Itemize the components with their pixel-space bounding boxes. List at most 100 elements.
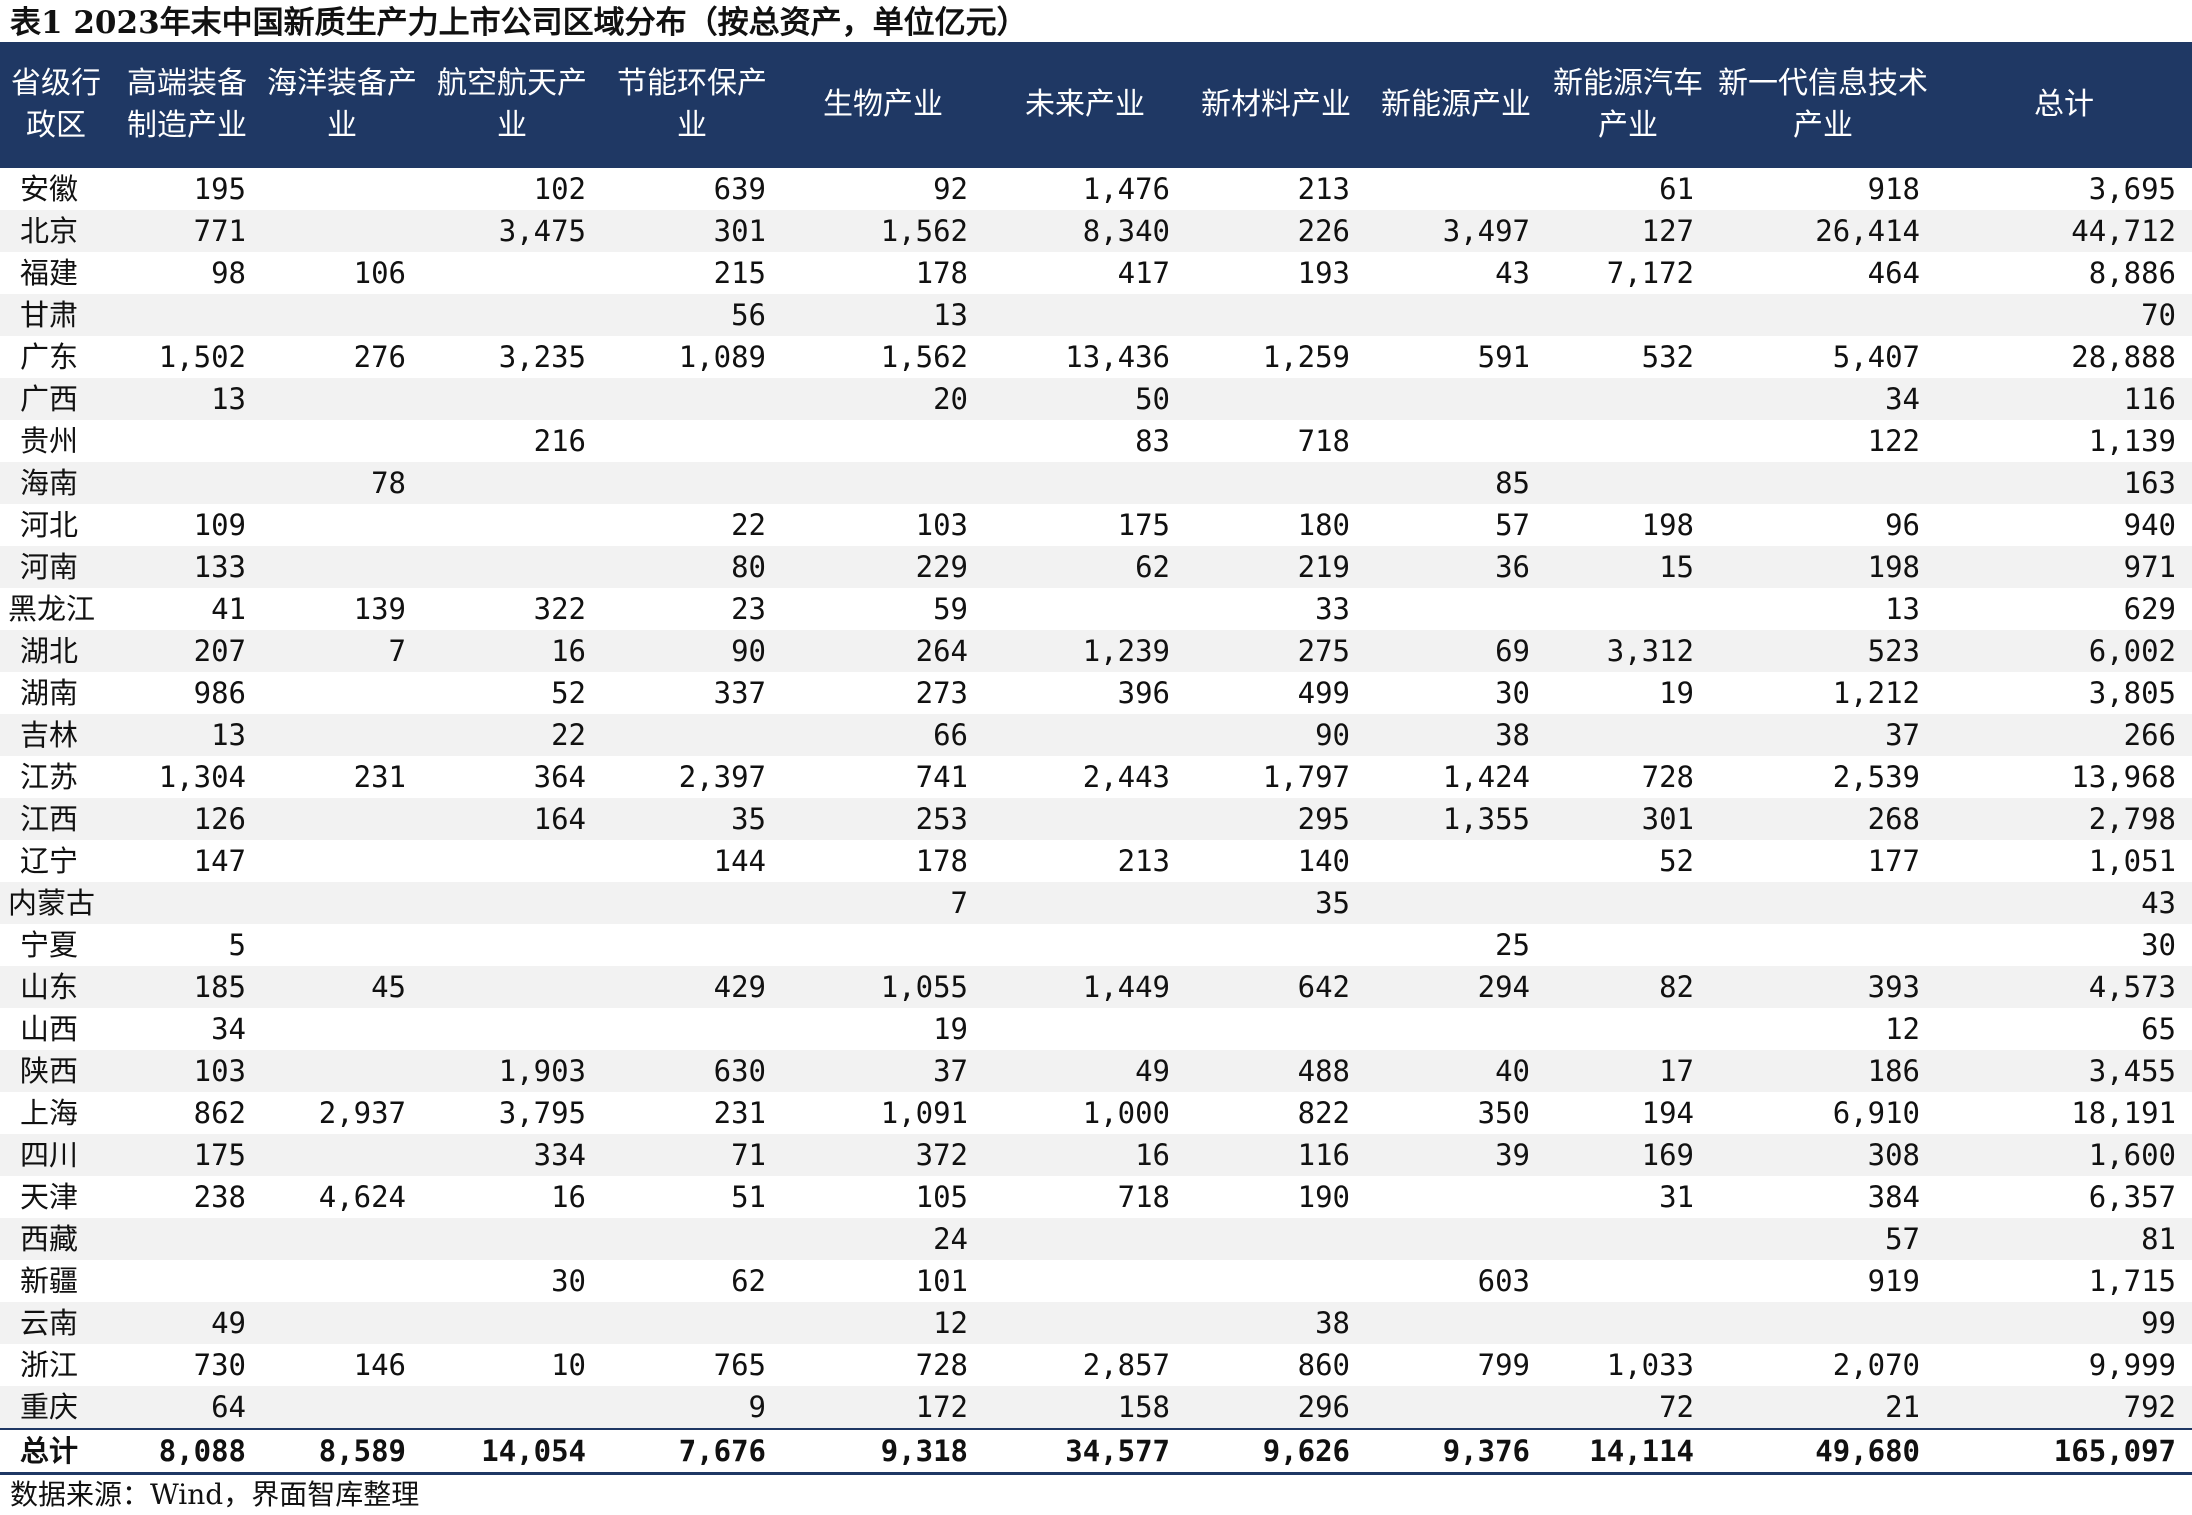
value-cell — [1366, 1218, 1546, 1260]
value-cell: 13 — [933, 298, 968, 332]
table-row: 河南 133 80 229 62 219 36 15 198 971 — [0, 546, 2192, 588]
value-cell — [262, 1218, 422, 1260]
table-row: 贵州 216 83 718 122 1,139 — [0, 420, 2192, 462]
value-cell: 198 — [1641, 508, 1694, 542]
value-cell: 1,304 — [158, 760, 246, 794]
value-cell: 116 — [1297, 1138, 1350, 1172]
value-cell: 730 — [193, 1348, 246, 1382]
value-cell — [602, 924, 782, 966]
value-cell — [112, 294, 262, 336]
value-cell: 2,857 — [1082, 1348, 1170, 1382]
value-cell: 986 — [193, 676, 246, 710]
column-header: 新能源产业 — [1366, 42, 1546, 168]
value-cell: 301 — [713, 214, 766, 248]
value-cell: 96 — [1885, 508, 1920, 542]
column-header: 总计 — [1936, 42, 2192, 168]
value-cell: 30 — [1495, 676, 1530, 710]
value-cell: 1,715 — [2088, 1264, 2176, 1298]
value-cell: 6,910 — [1832, 1096, 1920, 1130]
table-row: 宁夏 5 25 30 — [0, 924, 2192, 966]
value-cell: 372 — [915, 1138, 968, 1172]
value-cell: 139 — [353, 592, 406, 626]
value-cell: 1,089 — [678, 340, 766, 374]
value-cell: 90 — [731, 634, 766, 668]
value-cell: 90 — [1315, 718, 1350, 752]
value-cell — [422, 882, 602, 924]
value-cell: 30 — [551, 1264, 586, 1298]
value-cell: 22 — [551, 718, 586, 752]
value-cell: 22 — [731, 508, 766, 542]
value-cell: 103 — [915, 508, 968, 542]
value-cell — [984, 1302, 1186, 1344]
column-header: 海洋装备产业 — [262, 42, 422, 168]
value-cell: 175 — [1117, 508, 1170, 542]
table-body: 安徽 195 102 639 92 1,476 213 61 918 3,695 北京 771 3,47… — [0, 168, 2192, 1474]
column-header: 新能源汽车产业 — [1546, 42, 1710, 168]
value-cell — [262, 1386, 422, 1429]
value-cell: 294 — [1477, 970, 1530, 1004]
value-cell: 792 — [2123, 1390, 2176, 1424]
value-cell — [262, 882, 422, 924]
value-cell — [422, 378, 602, 420]
value-cell: 164 — [533, 802, 586, 836]
value-cell: 21 — [1885, 1390, 1920, 1424]
value-cell: 105 — [915, 1180, 968, 1214]
value-cell: 8,886 — [2088, 256, 2176, 290]
value-cell: 7 — [950, 886, 968, 920]
value-cell — [262, 546, 422, 588]
value-cell — [602, 378, 782, 420]
value-cell: 39 — [1495, 1138, 1530, 1172]
region-cell: 新疆 — [20, 1264, 79, 1298]
value-cell — [1546, 714, 1710, 756]
value-cell — [262, 840, 422, 882]
value-cell — [262, 294, 422, 336]
value-cell — [422, 1218, 602, 1260]
value-cell: 51 — [731, 1180, 766, 1214]
value-cell: 6,002 — [2088, 634, 2176, 668]
value-cell: 190 — [1297, 1180, 1350, 1214]
value-cell — [112, 462, 262, 504]
value-cell — [262, 924, 422, 966]
value-cell — [984, 924, 1186, 966]
value-cell: 393 — [1867, 970, 1920, 1004]
value-cell: 177 — [1867, 844, 1920, 878]
value-cell: 103 — [193, 1054, 246, 1088]
value-cell: 169 — [1641, 1138, 1694, 1172]
value-cell — [422, 1386, 602, 1429]
value-cell: 1,055 — [880, 970, 968, 1004]
value-cell: 34 — [1885, 382, 1920, 416]
data-table: 省级行政区 高端装备制造产业 海洋装备产业 航空航天产业 节能环保产业 生物产业 未来产业新… — [0, 42, 2192, 1475]
value-cell — [984, 1218, 1186, 1260]
region-cell: 福建 — [20, 256, 79, 290]
value-cell: 591 — [1477, 340, 1530, 374]
value-cell: 28,888 — [2071, 340, 2176, 374]
value-cell — [984, 882, 1186, 924]
value-cell: 16 — [1135, 1138, 1170, 1172]
value-cell — [262, 714, 422, 756]
table-row: 新疆 30 62 101 603 919 1,715 — [0, 1260, 2192, 1302]
value-cell: 215 — [713, 256, 766, 290]
value-cell: 198 — [1867, 550, 1920, 584]
value-cell: 940 — [2123, 508, 2176, 542]
table-title: 表1 2023年末中国新质生产力上市公司区域分布（按总资产，单位亿元） — [10, 5, 1028, 41]
value-cell: 50 — [1135, 382, 1170, 416]
table-row: 湖南 986 52 337 273 396 499 30 19 1,212 3,805 — [0, 672, 2192, 714]
value-cell: 172 — [915, 1390, 968, 1424]
value-cell — [262, 1302, 422, 1344]
total-value-cell: 49,680 — [1815, 1434, 1920, 1468]
value-cell: 9 — [748, 1390, 766, 1424]
value-cell: 70 — [2141, 298, 2176, 332]
total-value-cell: 9,376 — [1442, 1434, 1530, 1468]
value-cell — [1710, 882, 1936, 924]
region-cell: 贵州 — [20, 424, 79, 458]
value-cell: 295 — [1297, 802, 1350, 836]
region-cell: 辽宁 — [20, 844, 79, 878]
value-cell — [1366, 1302, 1546, 1344]
header-row: 省级行政区 高端装备制造产业 海洋装备产业 航空航天产业 节能环保产业 生物产业 未来产业新… — [0, 42, 2192, 168]
value-cell — [112, 882, 262, 924]
value-cell: 417 — [1117, 256, 1170, 290]
region-cell: 浙江 — [20, 1348, 79, 1382]
column-header: 新材料产业 — [1186, 42, 1366, 168]
value-cell: 2,539 — [1832, 760, 1920, 794]
value-cell — [1710, 1302, 1936, 1344]
